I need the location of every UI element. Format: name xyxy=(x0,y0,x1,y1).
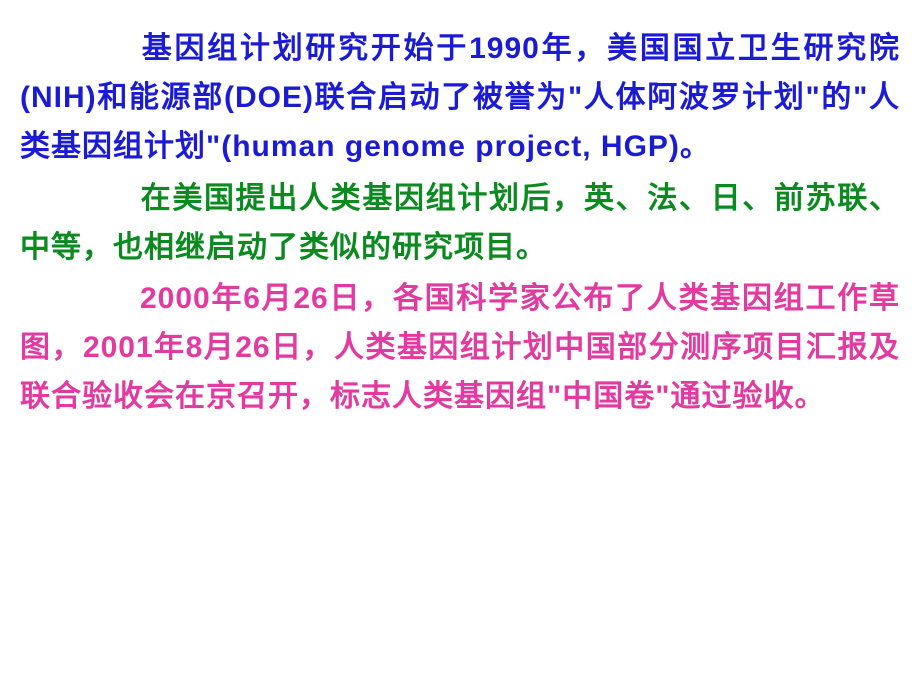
text-run: 基因组计划研究开始于1990年，美国国立卫生研究院(NIH)和能源部(DOE)联… xyxy=(20,32,900,163)
paragraph-3: 2000年6月26日，各国科学家公布了人类基因组工作草图，2001年8月26日，… xyxy=(20,274,900,422)
paragraph-2: 在美国提出人类基因组计划后，英、法、日、前苏联、中等，也相继启动了类似的研究项目… xyxy=(20,174,900,272)
text-run: 在美国提出人类基因组计划后，英、法、日、前苏联、中等，也相继启动了类似的研究项目… xyxy=(20,182,900,264)
document-page: 基因组计划研究开始于1990年，美国国立卫生研究院(NIH)和能源部(DOE)联… xyxy=(0,0,920,422)
paragraph-1: 基因组计划研究开始于1990年，美国国立卫生研究院(NIH)和能源部(DOE)联… xyxy=(20,24,900,172)
text-run: 2000年6月26日，各国科学家公布了人类基因组工作草图，2001年8月26日，… xyxy=(20,282,900,413)
